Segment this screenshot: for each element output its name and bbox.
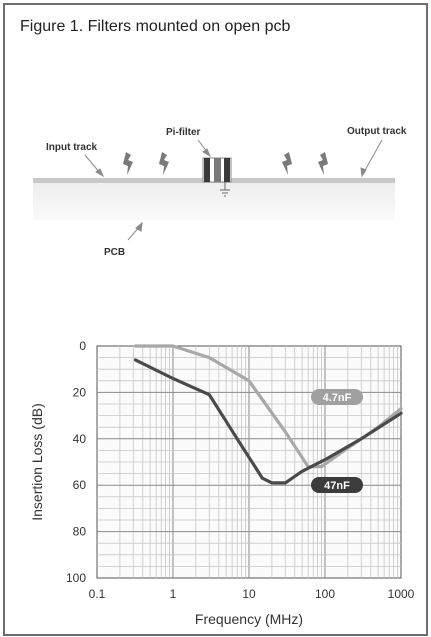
x-tick-label: 1000	[388, 587, 415, 601]
x-tick-labels: 0.1 1 10 100 1000	[89, 587, 415, 601]
series-layer	[133, 344, 403, 485]
y-tick-label: 100	[66, 571, 86, 585]
svg-text:47nF: 47nF	[324, 480, 350, 492]
lightning-icon	[282, 152, 292, 175]
x-axis-label: Frequency (MHz)	[195, 611, 303, 627]
series-label-47nf: 47nF	[311, 477, 363, 493]
y-tick-label: 60	[73, 478, 87, 492]
pi-filter-component	[202, 157, 232, 197]
series-label-4-7nf: 4.7nF	[311, 389, 363, 405]
y-tick-label: 40	[73, 432, 87, 446]
x-tick-label: 0.1	[89, 587, 106, 601]
figure-title: Figure 1. Filters mounted on open pcb	[20, 18, 291, 35]
lightning-icon	[123, 152, 133, 175]
pcb-diagram: Input track Pi-filter Output track PCB	[33, 126, 407, 258]
pcb-label: PCB	[104, 247, 125, 258]
y-axis-label: Insertion Loss (dB)	[29, 403, 45, 521]
y-tick-label: 0	[79, 339, 86, 353]
series-labels: 4.7nF 47nF	[311, 389, 363, 493]
y-tick-label: 20	[73, 385, 87, 399]
y-tick-label: 80	[73, 525, 87, 539]
y-tick-labels: 0 20 40 60 80 100	[66, 339, 86, 585]
series-line-47nf	[133, 358, 403, 485]
x-tick-label: 1	[170, 587, 177, 601]
x-tick-label: 10	[242, 587, 256, 601]
lightning-icon	[318, 152, 328, 175]
lightning-icon	[159, 152, 169, 175]
chart-grid	[97, 346, 401, 578]
input-track-arrow	[84, 154, 101, 174]
output-track-arrow	[363, 139, 383, 173]
output-track-label: Output track	[347, 126, 407, 137]
pi-filter-label: Pi-filter	[166, 127, 201, 138]
input-track-label: Input track	[46, 142, 98, 153]
pcb-board	[33, 182, 395, 220]
x-tick-label: 100	[315, 587, 335, 601]
svg-text:4.7nF: 4.7nF	[323, 392, 352, 404]
